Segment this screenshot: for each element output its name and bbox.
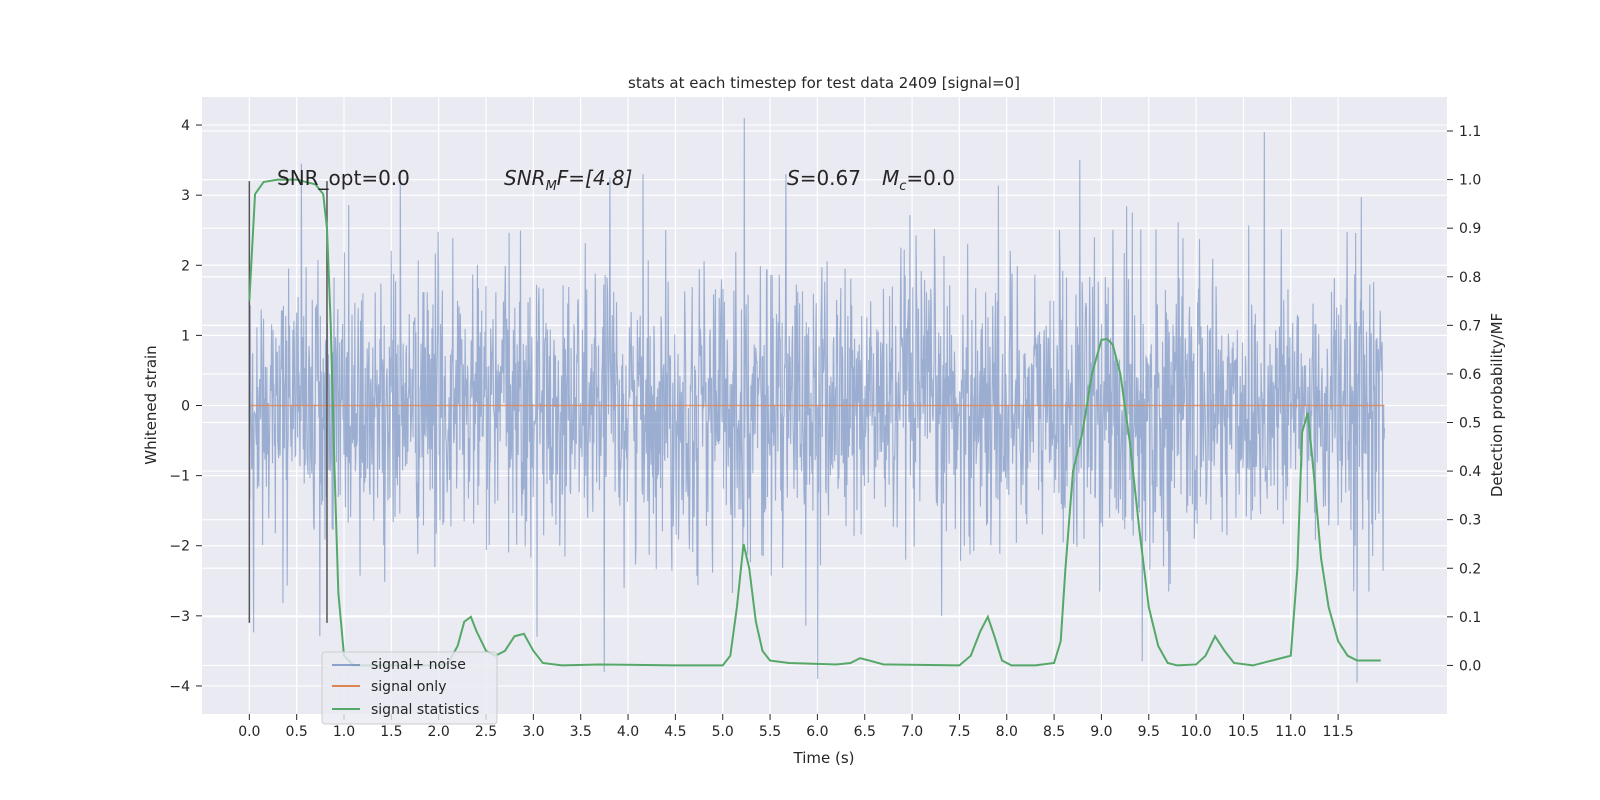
y-tick-label: 1 [181,328,190,344]
y2-tick-label: 0.5 [1459,416,1481,432]
annotation-snr-opt: SNR_opt=0.0 [277,166,410,190]
x-tick-label: 5.5 [759,724,781,740]
x-axis-ticks: 0.0 0.5 1.0 1.5 2.0 2.5 3.0 3.5 4.0 4.5 5.0 5.5 6.0 6… [238,714,1354,740]
y-axis-label: Whitened strain [142,345,160,464]
legend-label-signal: signal only [371,679,446,695]
y-tick-label: 2 [181,258,190,274]
x-tick-label: 10.5 [1228,724,1259,740]
series-signal-noise [248,118,1386,683]
x-tick-label: 10.0 [1181,724,1212,740]
y-axis-ticks: −4 −3 −2 −1 0 1 2 3 4 [169,118,202,695]
legend-box [321,651,498,725]
x-tick-label: 5.0 [712,724,734,740]
y2-tick-label: 0.2 [1459,561,1481,577]
y2-axis-ticks: 0.0 0.1 0.2 0.3 0.4 0.5 0.6 0.7 0.8 0.9 1.0 1.1 [1447,124,1481,674]
y-tick-label: 0 [181,399,190,415]
x-tick-label: 3.0 [522,724,544,740]
y2-tick-label: 0.0 [1459,658,1481,674]
y2-tick-label: 0.9 [1459,221,1481,237]
y-tick-label: −1 [169,469,190,485]
annotation-mc: Mc=0.0 [882,166,955,194]
annotation-snr-mf: SNRMF=[4.8] [504,166,632,194]
y-tick-label: −2 [169,539,190,555]
x-tick-label: 11.0 [1275,724,1306,740]
x-tick-label: 6.0 [806,724,828,740]
x-tick-label: 4.5 [664,724,686,740]
annotations: SNR_opt=0.0 SNRMF=[4.8] S=0.67 Mc=0.0 [277,166,955,194]
x-tick-label: 0.5 [286,724,308,740]
window-markers [248,181,328,623]
x-tick-label: 1.0 [333,724,355,740]
y2-tick-label: 1.0 [1459,173,1481,189]
y2-tick-label: 0.6 [1459,367,1481,383]
x-tick-label: 0.0 [238,724,260,740]
y2-tick-label: 0.4 [1459,464,1481,480]
x-tick-label: 3.5 [570,724,592,740]
legend-label-noise: signal+ noise [371,657,466,673]
y-tick-label: 4 [181,118,190,134]
y-tick-label: −4 [169,679,190,695]
chart-title: stats at each timestep for test data 240… [628,74,1020,92]
annotation-s: S=0.67 [787,166,861,190]
y2-tick-label: 0.1 [1459,610,1481,626]
y2-axis-label: Detection probability/MF [1488,313,1506,497]
y2-tick-label: 1.1 [1459,124,1481,140]
x-tick-label: 1.5 [380,724,402,740]
x-tick-label: 9.5 [1138,724,1160,740]
y2-tick-label: 0.3 [1459,513,1481,529]
x-tick-label: 4.0 [617,724,639,740]
y2-tick-label: 0.7 [1459,318,1481,334]
x-tick-label: 9.0 [1090,724,1112,740]
y-tick-label: 3 [181,188,190,204]
series-line-signal-noise [248,118,1386,683]
x-tick-label: 2.5 [475,724,497,740]
legend-label-stats: signal statistics [371,702,479,718]
x-tick-label: 2.0 [428,724,450,740]
legend: signal+ noise signal only signal statist… [321,651,498,725]
x-tick-label: 7.0 [901,724,923,740]
y-tick-label: −3 [169,609,190,625]
y2-tick-label: 0.8 [1459,270,1481,286]
x-tick-label: 7.5 [948,724,970,740]
x-tick-label: 6.5 [854,724,876,740]
x-tick-label: 11.5 [1323,724,1354,740]
x-axis-label: Time (s) [793,749,855,767]
x-tick-label: 8.5 [1043,724,1065,740]
x-tick-label: 8.0 [996,724,1018,740]
